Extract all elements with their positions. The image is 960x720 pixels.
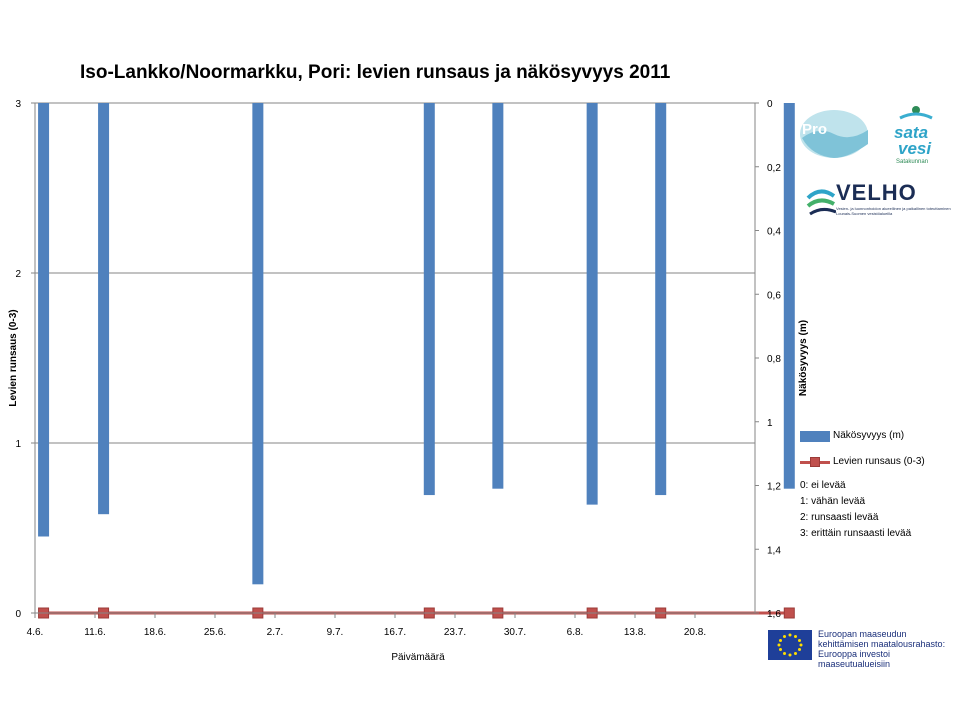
scale-note: 0: ei levää [800, 480, 846, 491]
x-tick-label: 13.8. [624, 627, 646, 638]
axes [31, 102, 759, 618]
x-axis-title: Päivämäärä [391, 652, 445, 663]
y-axis-left-title: Levien runsaus (0-3) [8, 309, 19, 406]
x-tick-label: 16.7. [384, 627, 406, 638]
y-right-tick-label: 1,6 [767, 609, 781, 620]
eu-line: Eurooppa investoi maaseutualueisiin [818, 649, 891, 669]
svg-text:Satakunnan: Satakunnan [896, 159, 928, 165]
legend-bar-swatch [800, 430, 830, 442]
bar [98, 103, 110, 515]
pro-logo: Pro [798, 104, 870, 160]
bar [423, 103, 435, 496]
y-left-tick-label: 1 [15, 439, 21, 450]
x-tick-label: 25.6. [204, 627, 226, 638]
y-left-tick-label: 2 [15, 269, 21, 280]
x-tick-label: 23.7. [444, 627, 466, 638]
y-axis-right-title: Näkösyvyys (m) [798, 320, 809, 396]
velho-subtitle: Vesien- ja luonnonhoidon alueellinen ja … [836, 206, 951, 216]
bar [586, 103, 598, 505]
scale-note: 2: runsaasti levää [800, 512, 879, 523]
bar [38, 103, 50, 537]
x-tick-label: 4.6. [27, 627, 44, 638]
x-tick-label: 20.8. [684, 627, 706, 638]
y-left-tick-label: 3 [15, 99, 21, 110]
y-right-tick-label: 0 [767, 99, 773, 110]
bar-series [38, 103, 795, 585]
legend-label-bar: Näkösyvyys (m) [833, 430, 905, 441]
x-tick-label: 2.7. [267, 627, 284, 638]
chart-title: Iso-Lankko/Noormarkku, Pori: levien runs… [80, 62, 671, 83]
legend-item-bar: Näkösyvyys (m) [800, 428, 960, 444]
bar [252, 103, 264, 585]
scale-notes: 0: ei levää 1: vähän levää 2: runsaasti … [800, 478, 960, 542]
bar [655, 103, 667, 496]
y-right-tick-label: 0,8 [767, 354, 781, 365]
line-point [783, 607, 795, 619]
svg-text:Pro: Pro [802, 121, 827, 138]
eu-flag-icon [768, 630, 812, 660]
scale-note: 3: erittäin runsaasti levää [800, 528, 912, 539]
eu-line: Euroopan maaseudun [818, 629, 907, 639]
tick-labels: 0 1 2 3 0 0,2 0,4 0,6 0,8 1 1,2 1,4 1,6 4.6. 11.6. 18.6… [15, 99, 781, 638]
sata-vesi-logo: sata vesi Satakunnan [888, 104, 938, 168]
y-right-tick-label: 0,2 [767, 163, 781, 174]
y-left-tick-label: 0 [15, 609, 21, 620]
legend-line-swatch [800, 456, 830, 468]
eu-funding-text: Euroopan maaseudun kehittämisen maatalou… [818, 629, 958, 669]
y-right-tick-label: 1,4 [767, 545, 781, 556]
svg-text:vesi: vesi [898, 139, 932, 158]
y-right-tick-label: 1,2 [767, 482, 781, 493]
velho-logo: VELHO Vesien- ja luonnonhoidon alueellin… [806, 180, 956, 222]
scale-note: 1: vähän levää [800, 496, 866, 507]
bar [783, 103, 795, 489]
y-right-tick-label: 0,6 [767, 290, 781, 301]
y-right-tick-label: 0,4 [767, 227, 781, 238]
legend-item-line: Levien runsaus (0-3) [800, 454, 960, 470]
velho-wordmark: VELHO [836, 180, 917, 205]
x-tick-label: 30.7. [504, 627, 526, 638]
x-tick-label: 6.8. [567, 627, 584, 638]
x-tick-label: 18.6. [144, 627, 166, 638]
x-tick-label: 11.6. [84, 627, 106, 638]
gridlines [35, 102, 755, 614]
legend: Näkösyvyys (m) Levien runsaus (0-3) 0: e… [800, 428, 960, 542]
eu-funding-banner: Euroopan maaseudun kehittämisen maatalou… [768, 628, 958, 669]
svg-text:sata: sata [894, 123, 928, 142]
eu-line: kehittämisen maatalousrahasto: [818, 639, 946, 649]
legend-label-line: Levien runsaus (0-3) [833, 456, 925, 467]
x-tick-label: 9.7. [327, 627, 344, 638]
y-right-tick-label: 1 [767, 418, 773, 429]
bar [492, 103, 504, 489]
